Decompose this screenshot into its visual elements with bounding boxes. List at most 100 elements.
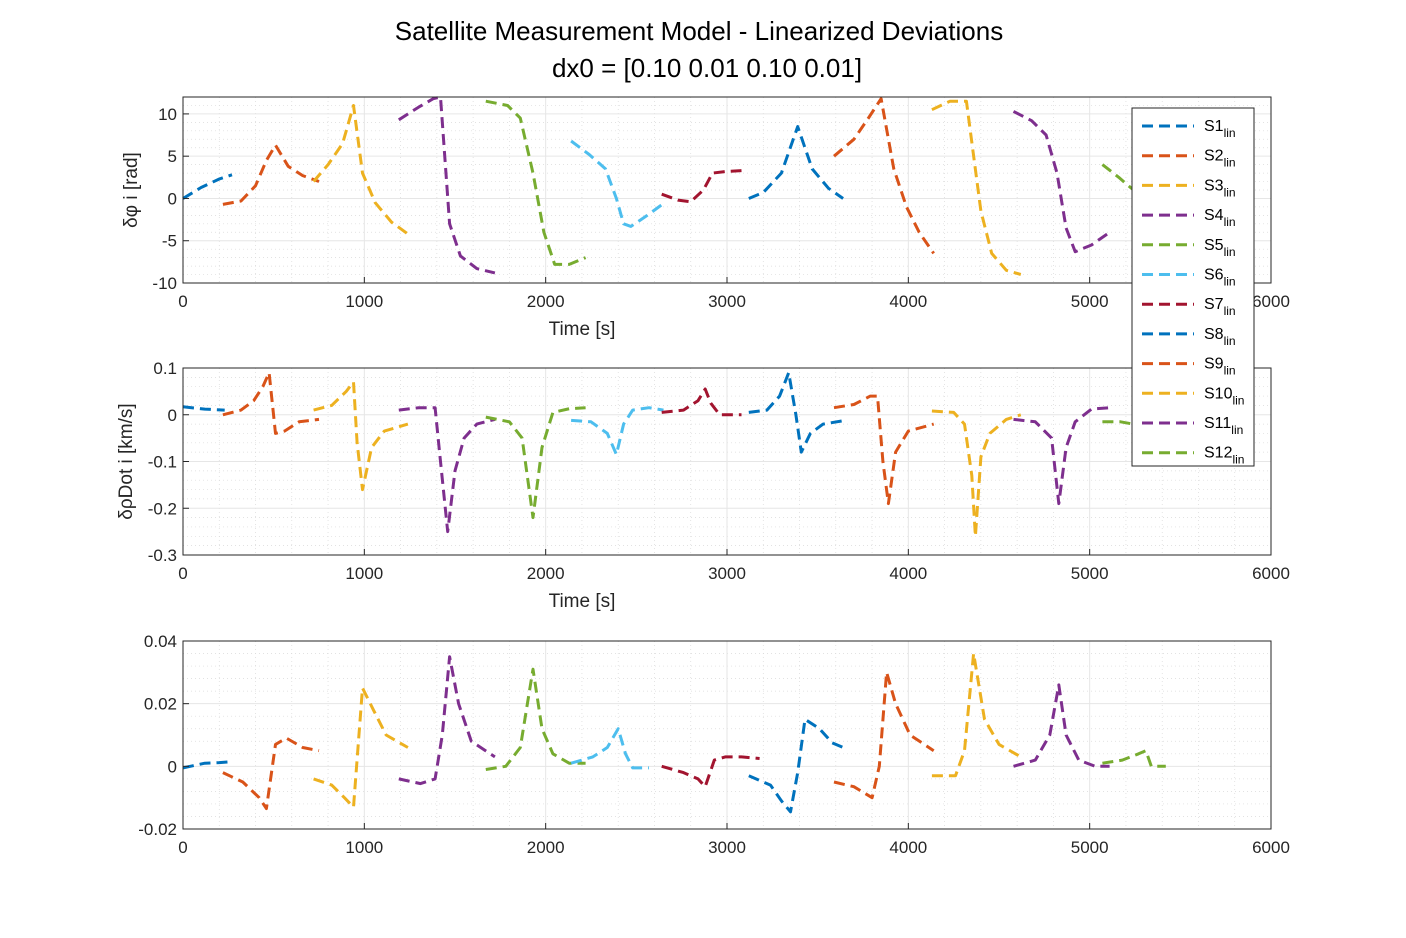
series-s4 [398,655,1110,786]
x-tick-label: 6000 [1252,838,1290,857]
y-tick-label: -0.02 [138,820,177,839]
x-axis-label: Time [s] [549,591,616,612]
legend-label-subscript: lin [1224,275,1236,289]
series-line-s1 [748,125,844,200]
x-tick-label: 0 [178,292,187,311]
legend-label-subscript: lin [1232,453,1244,467]
x-axis-label: Time [s] [549,319,616,340]
series-s2 [222,670,935,811]
y-tick-label: -5 [162,232,177,251]
y-tick-label: 0.02 [144,695,177,714]
series-s5 [485,667,1166,771]
series-s3 [313,380,1022,538]
y-tick-label: 0.1 [153,359,177,378]
series-s1 [182,371,844,454]
x-tick-label: 5000 [1071,292,1109,311]
series-s7 [661,755,760,789]
series-line-s1 [182,760,233,770]
series-line-s3 [931,99,1022,276]
axes-rhodot-deviation: 0 1000 2000 3000 4000 5000 6000 -0.3 -0.2 -0.1 0 0.… [116,359,1290,612]
x-tick-label: 6000 [1252,564,1290,583]
x-tick-label: 6000 [1252,292,1290,311]
series-s1 [182,717,844,814]
series-line-s1 [182,405,225,412]
legend-label-subscript: lin [1224,364,1236,378]
series-line-s5 [485,99,587,266]
x-tick-label: 1000 [345,838,383,857]
series-line-s2 [833,97,935,255]
y-tick-label: 0 [168,189,177,208]
x-tick-label: 3000 [708,292,746,311]
x-tick-label: 4000 [889,292,927,311]
legend-label-subscript: lin [1224,304,1236,318]
series-line-s3 [312,104,409,236]
y-tick-label: -10 [152,274,177,293]
x-tick-label: 3000 [708,564,746,583]
series-s6 [570,727,649,770]
y-tick-label: 0.04 [144,632,177,651]
series-line-s4 [398,655,496,786]
x-tick-label: 0 [178,838,187,857]
series-line-s5 [1102,749,1166,768]
x-tick-label: 2000 [527,564,565,583]
legend-label-subscript: lin [1224,156,1236,170]
series-line-s5 [485,667,586,771]
series-line-s4 [1013,406,1110,506]
series-s6 [570,406,664,456]
y-tick-label: 5 [168,147,177,166]
x-tick-label: 3000 [708,838,746,857]
series-s1 [182,125,844,200]
y-tick-label: -0.3 [148,546,177,565]
series-line-s1 [748,371,844,454]
series-s6 [570,139,665,228]
legend-label-subscript: lin [1224,126,1236,140]
series-line-s2 [833,670,935,800]
y-axis-label: δρDot i [km/s] [116,403,137,519]
x-tick-label: 0 [178,564,187,583]
x-tick-label: 1000 [345,564,383,583]
series-s7 [661,169,742,204]
series-line-s4 [397,95,496,275]
legend-label-subscript: lin [1224,185,1236,199]
series-line-s2 [222,371,320,435]
series-line-s3 [931,409,1022,538]
series-line-s7 [661,169,742,204]
x-tick-label: 2000 [527,838,565,857]
y-axis-label: δφ i [rad] [121,152,142,228]
y-tick-label: 10 [158,105,177,124]
y-tick-label: -0.2 [148,499,177,518]
series-line-s3 [931,652,1022,778]
legend-label-subscript: lin [1232,393,1244,407]
legend: S1linS2linS3linS4linS5linS6linS7linS8lin… [1131,107,1255,467]
series-s2 [222,97,935,255]
series-line-s4 [398,406,496,534]
figure-title-line-1: Satellite Measurement Model - Linearized… [395,16,1003,46]
y-tick-label: -0.1 [148,453,177,472]
series-s2 [222,371,935,506]
series-line-s4 [1012,110,1111,254]
series-line-s6 [570,727,649,770]
x-tick-label: 5000 [1071,838,1109,857]
series-line-s7 [661,387,742,417]
figure-title-line-2: dx0 = [0.10 0.01 0.10 0.01] [552,53,862,83]
series-line-s2 [222,736,320,811]
y-tick-label: 0 [168,757,177,776]
legend-label-subscript: lin [1224,334,1236,348]
series-line-s4 [1013,683,1110,768]
legend-label-subscript: lin [1231,423,1243,437]
x-tick-label: 1000 [345,292,383,311]
series-s7 [661,387,742,417]
series-line-s6 [570,139,665,228]
series-s3 [312,99,1022,276]
legend-label-subscript: lin [1224,245,1236,259]
series-line-s2 [833,394,935,506]
x-tick-label: 5000 [1071,564,1109,583]
series-s5 [485,99,1142,266]
series-line-s1 [182,173,233,200]
x-tick-label: 4000 [889,564,927,583]
series-s4 [397,95,1111,275]
x-tick-label: 2000 [527,292,565,311]
series-line-s6 [570,406,664,456]
axes-phi-deviation: 0 1000 2000 3000 4000 5000 6000 -10 -5 0 5 10 Time [… [121,95,1290,340]
